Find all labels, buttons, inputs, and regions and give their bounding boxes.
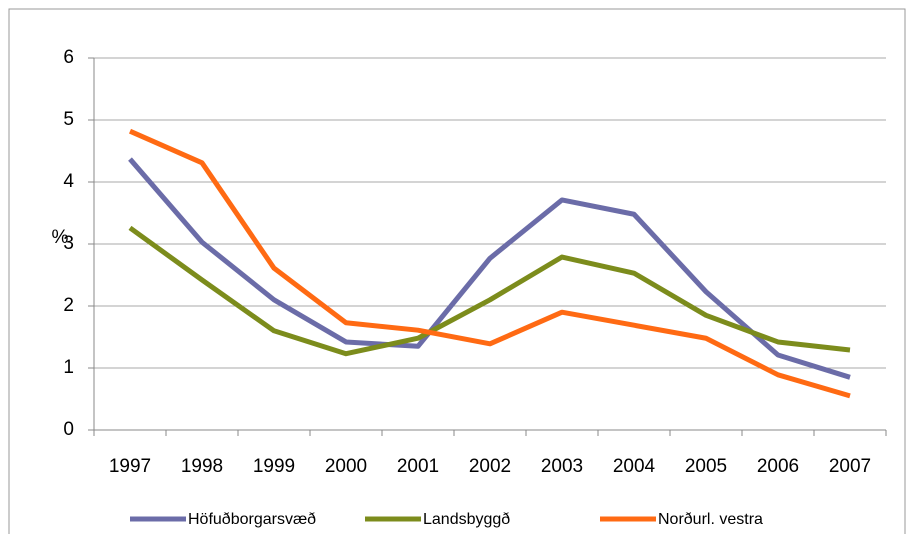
x-tick-label: 2002	[469, 456, 511, 477]
series-line	[128, 157, 851, 380]
chart-frame	[8, 8, 906, 534]
x-tick-label: 2006	[757, 456, 799, 477]
y-axis-label: %	[52, 227, 69, 248]
y-tick-label: 4	[63, 171, 74, 192]
x-tick-label: 2000	[325, 456, 367, 477]
x-tick-label: 2001	[397, 456, 439, 477]
y-tick-label: 1	[63, 357, 74, 378]
y-tick-label: 2	[63, 295, 74, 316]
y-tick-label: 6	[63, 47, 74, 68]
x-tick-label: 1998	[181, 456, 223, 477]
y-tick-label: 0	[63, 419, 74, 440]
legend-label: Landsbyggð	[423, 511, 510, 528]
legend-label: Höfuðborgarsvæð	[188, 511, 316, 528]
y-tick-label: 3	[63, 233, 74, 254]
x-tick-label: 2007	[829, 456, 871, 477]
x-tick-label: 1997	[109, 456, 151, 477]
series-line	[128, 225, 851, 357]
x-tick-label: 2003	[541, 456, 583, 477]
x-tick-label: 1999	[253, 456, 295, 477]
x-tick-label: 2005	[685, 456, 727, 477]
x-tick-label: 2004	[613, 456, 656, 477]
y-tick-label: 5	[63, 109, 74, 130]
series-line	[128, 128, 851, 399]
legend-label: Norðurl. vestra	[658, 511, 763, 528]
